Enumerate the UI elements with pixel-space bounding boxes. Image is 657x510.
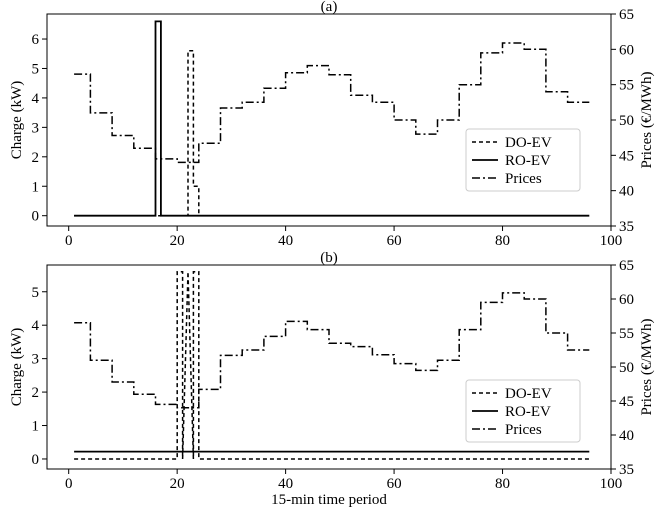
x-tick-label: 100: [600, 233, 623, 249]
y-tick-label: 4: [32, 91, 40, 107]
y-tick-label: 2: [32, 385, 40, 401]
y-tick-label: 2: [32, 150, 40, 166]
series-do-ev-line: [74, 270, 590, 460]
legend-label: Prices: [505, 422, 542, 438]
y-tick-label: 6: [32, 32, 40, 48]
x-tick-label: 100: [600, 476, 623, 492]
y2-tick-label: 35: [619, 219, 634, 235]
legend-box: [465, 128, 581, 192]
plot-frame: [46, 13, 612, 227]
y-axis-label: Charge (kW): [9, 81, 25, 159]
y-tick-label: 5: [32, 285, 40, 301]
y2-tick-label: 60: [619, 42, 634, 58]
y2-axis-label: Prices (€/MWh): [639, 71, 655, 168]
y-tick-label: 0: [32, 452, 40, 468]
y-tick-label: 4: [32, 318, 40, 334]
legend-box: [465, 379, 581, 443]
y-tick-label: 3: [32, 120, 40, 136]
legend-label: RO-EV: [505, 153, 551, 169]
panel-label: (a): [321, 0, 338, 15]
y2-tick-label: 50: [619, 360, 634, 376]
x-tick-label: 80: [495, 233, 510, 249]
x-tick-label: 20: [170, 476, 185, 492]
y2-tick-label: 55: [619, 326, 634, 342]
x-axis-label: 15-min time period: [271, 492, 387, 508]
y-tick-label: 3: [32, 352, 40, 368]
y-axis-label: Charge (kW): [9, 328, 25, 406]
y-tick-label: 1: [32, 179, 40, 195]
y2-tick-label: 65: [619, 7, 634, 23]
y2-tick-label: 45: [619, 394, 634, 410]
x-tick-label: 60: [387, 476, 402, 492]
y-tick-label: 0: [32, 209, 40, 225]
y2-tick-label: 40: [619, 428, 634, 444]
x-tick-label: 0: [65, 233, 73, 249]
y2-tick-label: 45: [619, 148, 634, 164]
legend-label: DO-EV: [505, 386, 552, 402]
y2-tick-label: 55: [619, 78, 634, 94]
y2-axis-label: Prices (€/MWh): [639, 318, 655, 415]
x-tick-label: 80: [495, 476, 510, 492]
legend-label: DO-EV: [505, 135, 552, 151]
x-tick-label: 40: [278, 476, 293, 492]
y-tick-label: 5: [32, 61, 40, 77]
y2-tick-label: 60: [619, 292, 634, 308]
x-tick-label: 0: [65, 476, 73, 492]
series-prices-line: [74, 42, 590, 164]
panel-label: (b): [320, 250, 338, 266]
y-tick-label: 1: [32, 419, 40, 435]
x-tick-label: 60: [387, 233, 402, 249]
y2-tick-label: 40: [619, 184, 634, 200]
legend-label: Prices: [505, 171, 542, 187]
y2-tick-label: 50: [619, 113, 634, 129]
legend-label: RO-EV: [505, 404, 551, 420]
series-ro-ev-line: [74, 20, 590, 217]
y2-tick-label: 35: [619, 462, 634, 478]
series-do-ev-line: [74, 50, 590, 217]
x-tick-label: 20: [170, 233, 185, 249]
series-prices-line: [74, 292, 590, 409]
x-tick-label: 40: [278, 233, 293, 249]
y2-tick-label: 65: [619, 258, 634, 274]
